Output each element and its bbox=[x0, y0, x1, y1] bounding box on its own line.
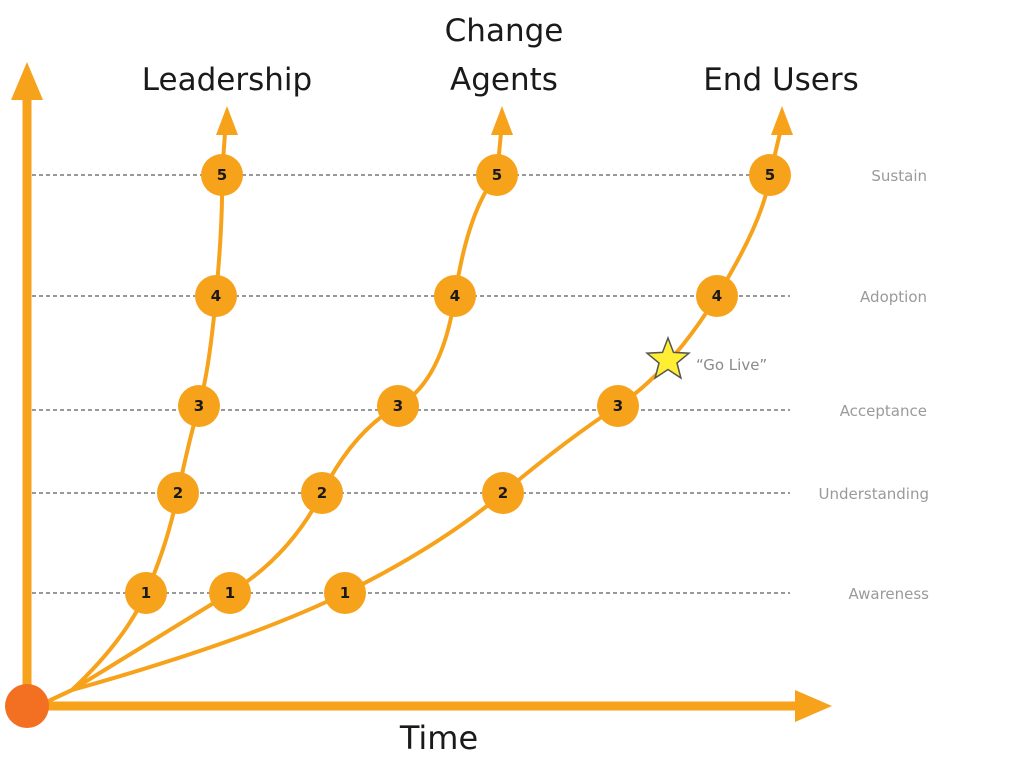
leadership-node: 1 bbox=[125, 572, 167, 614]
end-users-node: 4 bbox=[696, 275, 738, 317]
stage-label-sustain: Sustain bbox=[871, 167, 927, 185]
node-number: 1 bbox=[141, 584, 151, 602]
stage-label-awareness: Awareness bbox=[848, 585, 929, 603]
node-number: 2 bbox=[498, 484, 508, 502]
axes bbox=[11, 62, 832, 722]
change-agents-nodes: 1 2 3 4 5 bbox=[209, 154, 518, 614]
leadership-node: 4 bbox=[195, 275, 237, 317]
node-number: 5 bbox=[217, 166, 227, 184]
node-number: 5 bbox=[492, 166, 502, 184]
go-live-label: “Go Live” bbox=[696, 356, 767, 374]
leadership-title: Leadership bbox=[142, 62, 312, 98]
curve-arrowheads bbox=[216, 106, 793, 135]
x-axis-label: Time bbox=[399, 719, 478, 757]
node-number: 4 bbox=[712, 287, 722, 305]
stage-label-adoption: Adoption bbox=[860, 288, 927, 306]
leadership-arrowhead bbox=[216, 106, 238, 135]
node-number: 3 bbox=[393, 397, 403, 415]
leadership-curve bbox=[39, 132, 227, 707]
change-agents-title-line2: Agents bbox=[450, 62, 558, 98]
origin-dot bbox=[5, 684, 49, 728]
change-agents-node: 5 bbox=[476, 154, 518, 196]
node-number: 5 bbox=[765, 166, 775, 184]
end-users-node: 5 bbox=[749, 154, 791, 196]
leadership-node: 3 bbox=[178, 385, 220, 427]
node-number: 2 bbox=[317, 484, 327, 502]
change-agents-node: 3 bbox=[377, 385, 419, 427]
stage-label-understanding: Understanding bbox=[818, 485, 929, 503]
y-axis-arrowhead bbox=[11, 62, 43, 100]
node-number: 3 bbox=[613, 397, 623, 415]
go-live-milestone: “Go Live” bbox=[645, 335, 767, 380]
change-agents-arrowhead bbox=[491, 106, 513, 135]
node-number: 4 bbox=[450, 287, 460, 305]
node-number: 4 bbox=[211, 287, 221, 305]
node-number: 3 bbox=[194, 397, 204, 415]
node-number: 1 bbox=[225, 584, 235, 602]
end-users-nodes: 1 2 3 4 5 bbox=[324, 154, 791, 614]
change-agents-title-line1: Change bbox=[445, 13, 564, 49]
stage-gridlines bbox=[32, 174, 790, 594]
node-number: 1 bbox=[340, 584, 350, 602]
end-users-node: 3 bbox=[597, 385, 639, 427]
star-icon bbox=[645, 335, 691, 380]
change-agents-node: 2 bbox=[301, 472, 343, 514]
leadership-nodes: 1 2 3 4 5 bbox=[125, 154, 243, 614]
leadership-node: 5 bbox=[201, 154, 243, 196]
leadership-node: 2 bbox=[157, 472, 199, 514]
end-users-node: 1 bbox=[324, 572, 366, 614]
change-agents-node: 1 bbox=[209, 572, 251, 614]
change-agents-curve bbox=[39, 132, 503, 707]
change-agents-node: 4 bbox=[434, 275, 476, 317]
end-users-arrowhead bbox=[771, 106, 793, 135]
node-number: 2 bbox=[173, 484, 183, 502]
end-users-title: End Users bbox=[703, 62, 859, 98]
end-users-node: 2 bbox=[482, 472, 524, 514]
stage-label-acceptance: Acceptance bbox=[840, 402, 927, 420]
x-axis-arrowhead bbox=[795, 690, 832, 722]
